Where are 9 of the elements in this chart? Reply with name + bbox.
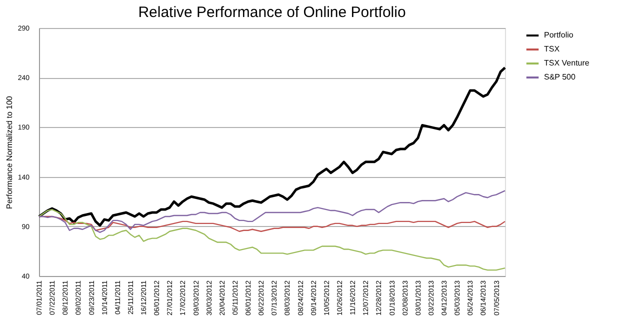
legend-label: Portfolio [544,30,574,40]
legend-label: TSX Venture [544,58,590,68]
chart-title: Relative Performance of Online Portfolio [138,4,406,21]
line-series [38,208,506,271]
line-series [38,190,506,233]
legend-label: S&P 500 [544,72,576,82]
legend-label: TSX [544,44,560,54]
y-axis-title: Performance Normalized to 100 [4,95,14,209]
line-series [38,66,506,227]
